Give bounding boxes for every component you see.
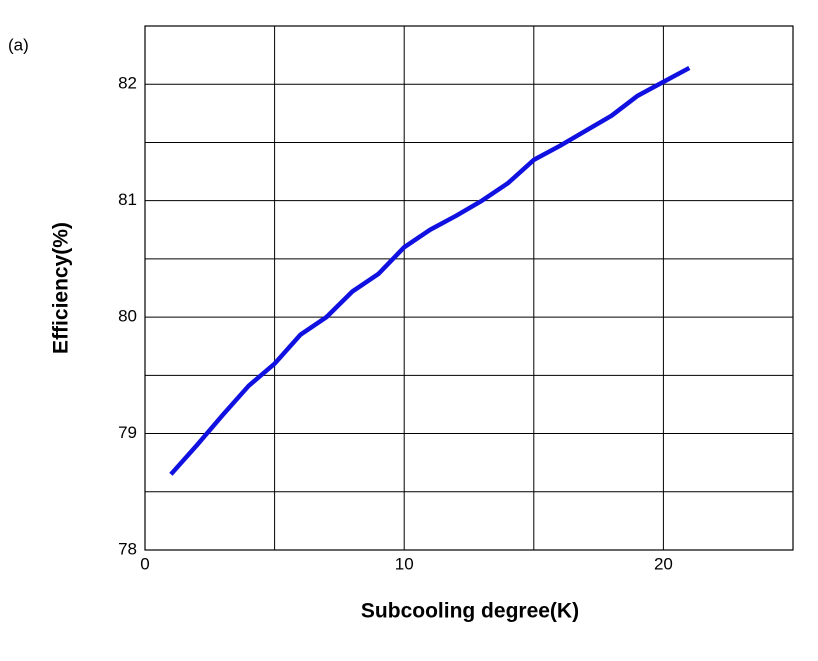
y-axis-label: Efficiency(%) — [50, 222, 73, 354]
y-tick-label: 81 — [118, 190, 137, 209]
y-tick-label: 79 — [118, 423, 137, 442]
annotation: (a) — [8, 35, 29, 54]
x-tick-label: 0 — [140, 554, 149, 573]
x-axis-label: Subcooling degree(K) — [361, 600, 579, 623]
plot-frame — [144, 25, 794, 551]
y-tick-label: 80 — [118, 307, 137, 326]
x-tick-label: 10 — [395, 554, 414, 573]
x-tick-label: 20 — [654, 554, 673, 573]
y-tick-label: 78 — [118, 539, 137, 558]
data-line — [169, 65, 691, 476]
y-tick-label: 82 — [118, 74, 137, 93]
